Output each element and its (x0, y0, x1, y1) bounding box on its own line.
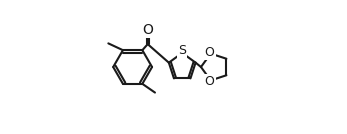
Text: S: S (178, 44, 186, 57)
Text: O: O (142, 23, 153, 37)
Text: O: O (205, 75, 214, 88)
Text: O: O (205, 46, 214, 59)
